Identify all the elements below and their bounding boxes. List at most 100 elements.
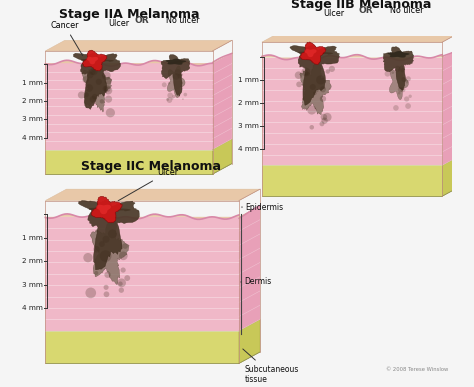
Circle shape (172, 95, 175, 98)
Polygon shape (79, 200, 139, 270)
Polygon shape (298, 50, 333, 55)
Circle shape (320, 96, 326, 102)
Polygon shape (212, 53, 232, 63)
Circle shape (405, 80, 409, 84)
Circle shape (100, 99, 104, 104)
Circle shape (316, 75, 325, 84)
Text: Stage IIB Melanoma: Stage IIB Melanoma (291, 0, 431, 11)
Text: Dermis: Dermis (241, 277, 272, 286)
Circle shape (310, 84, 316, 90)
Polygon shape (262, 55, 442, 60)
Circle shape (94, 271, 98, 275)
Polygon shape (80, 58, 114, 62)
Polygon shape (46, 63, 212, 149)
Text: 4 mm: 4 mm (238, 146, 259, 152)
Circle shape (167, 92, 173, 98)
Circle shape (85, 84, 93, 92)
Polygon shape (262, 165, 442, 196)
Polygon shape (383, 46, 414, 90)
Polygon shape (73, 53, 120, 110)
Circle shape (87, 72, 93, 78)
Text: 2 mm: 2 mm (238, 100, 259, 106)
Circle shape (118, 288, 124, 293)
Circle shape (91, 68, 98, 75)
Circle shape (105, 77, 112, 84)
Circle shape (303, 70, 309, 75)
Text: OR: OR (135, 15, 149, 24)
Circle shape (104, 291, 109, 297)
Text: Subcutaneous
tissue: Subcutaneous tissue (243, 349, 299, 384)
Circle shape (320, 114, 327, 120)
Polygon shape (46, 189, 260, 200)
Text: OR: OR (358, 6, 373, 15)
Circle shape (171, 98, 173, 100)
Circle shape (119, 252, 128, 260)
Circle shape (398, 92, 401, 94)
Polygon shape (46, 40, 232, 51)
Circle shape (401, 68, 405, 72)
Text: Ulcer: Ulcer (109, 19, 130, 28)
Polygon shape (87, 57, 98, 64)
Polygon shape (304, 49, 317, 57)
Polygon shape (300, 60, 331, 115)
Text: 3 mm: 3 mm (22, 282, 43, 288)
Text: Epidermis: Epidermis (242, 202, 283, 212)
Circle shape (104, 85, 111, 92)
Circle shape (122, 243, 128, 249)
Circle shape (404, 96, 409, 102)
Circle shape (108, 229, 117, 238)
Polygon shape (90, 216, 129, 285)
Polygon shape (161, 55, 190, 96)
Polygon shape (91, 196, 122, 223)
Text: 3 mm: 3 mm (238, 123, 259, 128)
Circle shape (124, 275, 130, 281)
Polygon shape (442, 154, 464, 196)
Text: 1 mm: 1 mm (238, 77, 259, 83)
Polygon shape (442, 46, 464, 165)
Circle shape (401, 87, 405, 92)
Polygon shape (165, 58, 186, 65)
Text: Ulcer: Ulcer (323, 9, 345, 18)
Circle shape (104, 272, 111, 278)
Text: Ulcer: Ulcer (118, 168, 178, 201)
Circle shape (295, 71, 302, 79)
Circle shape (177, 74, 182, 79)
Circle shape (85, 288, 96, 298)
Circle shape (392, 71, 394, 74)
Polygon shape (239, 205, 260, 218)
Circle shape (167, 98, 172, 103)
Circle shape (173, 74, 180, 80)
Polygon shape (290, 45, 339, 105)
Circle shape (326, 69, 330, 74)
Circle shape (180, 74, 182, 76)
Circle shape (100, 250, 111, 262)
Circle shape (106, 108, 115, 117)
Circle shape (329, 66, 335, 72)
Text: 1 mm: 1 mm (22, 80, 43, 86)
Circle shape (313, 91, 317, 95)
Polygon shape (46, 60, 212, 66)
Polygon shape (167, 66, 185, 98)
Circle shape (398, 87, 403, 92)
Circle shape (319, 122, 324, 126)
Circle shape (89, 68, 96, 75)
Circle shape (103, 285, 109, 290)
Circle shape (120, 267, 126, 273)
Circle shape (316, 89, 319, 92)
Circle shape (409, 94, 412, 98)
Circle shape (96, 79, 102, 85)
Text: Stage IIA Melanoma: Stage IIA Melanoma (59, 8, 199, 21)
Circle shape (93, 246, 100, 252)
Circle shape (183, 93, 187, 96)
Circle shape (83, 253, 92, 262)
Polygon shape (239, 319, 260, 363)
Polygon shape (82, 50, 107, 71)
Circle shape (393, 105, 399, 111)
Circle shape (162, 82, 167, 87)
Circle shape (174, 69, 181, 75)
Circle shape (384, 71, 391, 77)
Circle shape (405, 103, 411, 109)
Text: Stage IIC Melanoma: Stage IIC Melanoma (81, 160, 221, 173)
Polygon shape (388, 51, 410, 58)
Circle shape (92, 94, 98, 99)
